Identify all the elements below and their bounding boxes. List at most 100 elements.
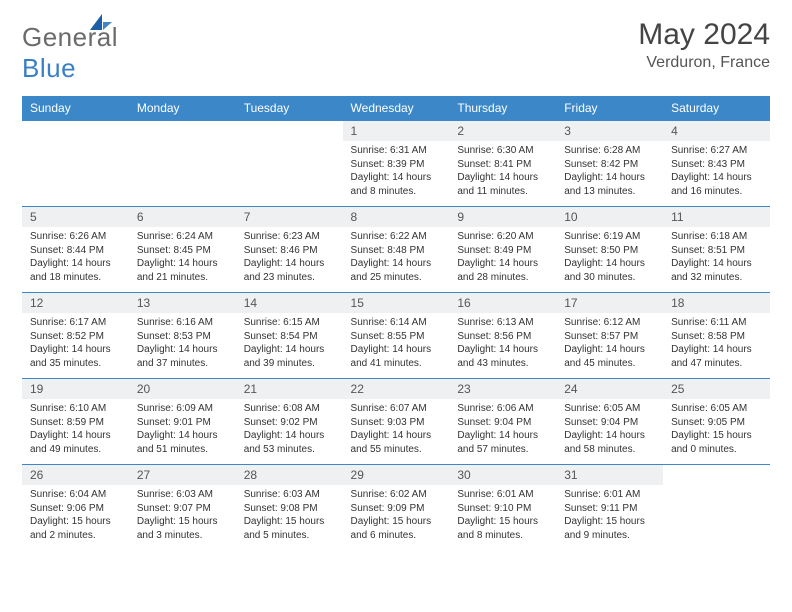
day-cell: 11Sunrise: 6:18 AMSunset: 8:51 PMDayligh… xyxy=(663,207,770,293)
daylight-text: Daylight: 14 hours and 18 minutes. xyxy=(30,257,121,284)
day-number: 5 xyxy=(22,207,129,227)
sunset-text: Sunset: 8:39 PM xyxy=(351,158,442,172)
day-data: Sunrise: 6:01 AMSunset: 9:11 PMDaylight:… xyxy=(556,485,663,548)
sunrise-text: Sunrise: 6:11 AM xyxy=(671,316,762,330)
logo-blue: Blue xyxy=(22,53,76,83)
month-title: May 2024 xyxy=(638,18,770,52)
week-row: 5Sunrise: 6:26 AMSunset: 8:44 PMDaylight… xyxy=(22,207,770,293)
sunrise-text: Sunrise: 6:28 AM xyxy=(564,144,655,158)
calendar-table: Sunday Monday Tuesday Wednesday Thursday… xyxy=(22,96,770,551)
day-cell xyxy=(663,465,770,551)
day-cell: 9Sunrise: 6:20 AMSunset: 8:49 PMDaylight… xyxy=(449,207,556,293)
sunset-text: Sunset: 9:11 PM xyxy=(564,502,655,516)
day-data: Sunrise: 6:13 AMSunset: 8:56 PMDaylight:… xyxy=(449,313,556,376)
daylight-text: Daylight: 14 hours and 35 minutes. xyxy=(30,343,121,370)
day-number: 23 xyxy=(449,379,556,399)
page-header: General Blue May 2024 Verduron, France xyxy=(22,18,770,84)
logo-text: General Blue xyxy=(22,22,118,84)
day-data: Sunrise: 6:05 AMSunset: 9:05 PMDaylight:… xyxy=(663,399,770,462)
sunrise-text: Sunrise: 6:02 AM xyxy=(351,488,442,502)
day-cell: 1Sunrise: 6:31 AMSunset: 8:39 PMDaylight… xyxy=(343,121,450,207)
day-number xyxy=(129,121,236,127)
dayhead-sat: Saturday xyxy=(663,96,770,121)
day-data: Sunrise: 6:28 AMSunset: 8:42 PMDaylight:… xyxy=(556,141,663,204)
day-data: Sunrise: 6:30 AMSunset: 8:41 PMDaylight:… xyxy=(449,141,556,204)
sunset-text: Sunset: 8:41 PM xyxy=(457,158,548,172)
day-number: 16 xyxy=(449,293,556,313)
sunrise-text: Sunrise: 6:13 AM xyxy=(457,316,548,330)
day-cell: 19Sunrise: 6:10 AMSunset: 8:59 PMDayligh… xyxy=(22,379,129,465)
day-data: Sunrise: 6:23 AMSunset: 8:46 PMDaylight:… xyxy=(236,227,343,290)
day-cell: 18Sunrise: 6:11 AMSunset: 8:58 PMDayligh… xyxy=(663,293,770,379)
day-header-row: Sunday Monday Tuesday Wednesday Thursday… xyxy=(22,96,770,121)
sunset-text: Sunset: 8:54 PM xyxy=(244,330,335,344)
dayhead-mon: Monday xyxy=(129,96,236,121)
daylight-text: Daylight: 14 hours and 37 minutes. xyxy=(137,343,228,370)
day-cell xyxy=(129,121,236,207)
dayhead-tue: Tuesday xyxy=(236,96,343,121)
sunset-text: Sunset: 8:44 PM xyxy=(30,244,121,258)
day-data: Sunrise: 6:01 AMSunset: 9:10 PMDaylight:… xyxy=(449,485,556,548)
day-cell: 2Sunrise: 6:30 AMSunset: 8:41 PMDaylight… xyxy=(449,121,556,207)
day-number: 25 xyxy=(663,379,770,399)
sunrise-text: Sunrise: 6:04 AM xyxy=(30,488,121,502)
sunset-text: Sunset: 9:07 PM xyxy=(137,502,228,516)
dayhead-thu: Thursday xyxy=(449,96,556,121)
day-number: 6 xyxy=(129,207,236,227)
day-data: Sunrise: 6:20 AMSunset: 8:49 PMDaylight:… xyxy=(449,227,556,290)
brand-logo: General Blue xyxy=(22,18,118,84)
sunset-text: Sunset: 8:53 PM xyxy=(137,330,228,344)
day-number: 3 xyxy=(556,121,663,141)
daylight-text: Daylight: 15 hours and 8 minutes. xyxy=(457,515,548,542)
day-data: Sunrise: 6:05 AMSunset: 9:04 PMDaylight:… xyxy=(556,399,663,462)
sunrise-text: Sunrise: 6:26 AM xyxy=(30,230,121,244)
daylight-text: Daylight: 15 hours and 5 minutes. xyxy=(244,515,335,542)
day-data: Sunrise: 6:22 AMSunset: 8:48 PMDaylight:… xyxy=(343,227,450,290)
day-number: 28 xyxy=(236,465,343,485)
sunrise-text: Sunrise: 6:03 AM xyxy=(244,488,335,502)
daylight-text: Daylight: 14 hours and 58 minutes. xyxy=(564,429,655,456)
day-number: 12 xyxy=(22,293,129,313)
day-number xyxy=(663,465,770,471)
sunrise-text: Sunrise: 6:27 AM xyxy=(671,144,762,158)
day-number: 19 xyxy=(22,379,129,399)
sunset-text: Sunset: 8:45 PM xyxy=(137,244,228,258)
sunrise-text: Sunrise: 6:01 AM xyxy=(457,488,548,502)
day-number: 10 xyxy=(556,207,663,227)
sunset-text: Sunset: 8:46 PM xyxy=(244,244,335,258)
day-cell: 24Sunrise: 6:05 AMSunset: 9:04 PMDayligh… xyxy=(556,379,663,465)
day-number: 1 xyxy=(343,121,450,141)
sunset-text: Sunset: 8:56 PM xyxy=(457,330,548,344)
day-data: Sunrise: 6:10 AMSunset: 8:59 PMDaylight:… xyxy=(22,399,129,462)
day-number: 17 xyxy=(556,293,663,313)
day-number: 18 xyxy=(663,293,770,313)
sunrise-text: Sunrise: 6:08 AM xyxy=(244,402,335,416)
day-data: Sunrise: 6:17 AMSunset: 8:52 PMDaylight:… xyxy=(22,313,129,376)
day-data: Sunrise: 6:19 AMSunset: 8:50 PMDaylight:… xyxy=(556,227,663,290)
daylight-text: Daylight: 14 hours and 8 minutes. xyxy=(351,171,442,198)
sunrise-text: Sunrise: 6:23 AM xyxy=(244,230,335,244)
daylight-text: Daylight: 14 hours and 21 minutes. xyxy=(137,257,228,284)
day-number: 20 xyxy=(129,379,236,399)
sunrise-text: Sunrise: 6:22 AM xyxy=(351,230,442,244)
day-data: Sunrise: 6:08 AMSunset: 9:02 PMDaylight:… xyxy=(236,399,343,462)
day-number: 21 xyxy=(236,379,343,399)
dayhead-sun: Sunday xyxy=(22,96,129,121)
sunrise-text: Sunrise: 6:05 AM xyxy=(564,402,655,416)
day-data: Sunrise: 6:18 AMSunset: 8:51 PMDaylight:… xyxy=(663,227,770,290)
sunset-text: Sunset: 9:09 PM xyxy=(351,502,442,516)
sunrise-text: Sunrise: 6:10 AM xyxy=(30,402,121,416)
day-cell: 7Sunrise: 6:23 AMSunset: 8:46 PMDaylight… xyxy=(236,207,343,293)
daylight-text: Daylight: 14 hours and 23 minutes. xyxy=(244,257,335,284)
day-number xyxy=(22,121,129,127)
calendar-page: General Blue May 2024 Verduron, France S… xyxy=(0,0,792,569)
sunrise-text: Sunrise: 6:09 AM xyxy=(137,402,228,416)
sunset-text: Sunset: 8:50 PM xyxy=(564,244,655,258)
sail-icon xyxy=(88,8,114,39)
daylight-text: Daylight: 14 hours and 30 minutes. xyxy=(564,257,655,284)
daylight-text: Daylight: 14 hours and 16 minutes. xyxy=(671,171,762,198)
day-cell: 21Sunrise: 6:08 AMSunset: 9:02 PMDayligh… xyxy=(236,379,343,465)
sunrise-text: Sunrise: 6:24 AM xyxy=(137,230,228,244)
sunset-text: Sunset: 8:58 PM xyxy=(671,330,762,344)
sunset-text: Sunset: 9:08 PM xyxy=(244,502,335,516)
